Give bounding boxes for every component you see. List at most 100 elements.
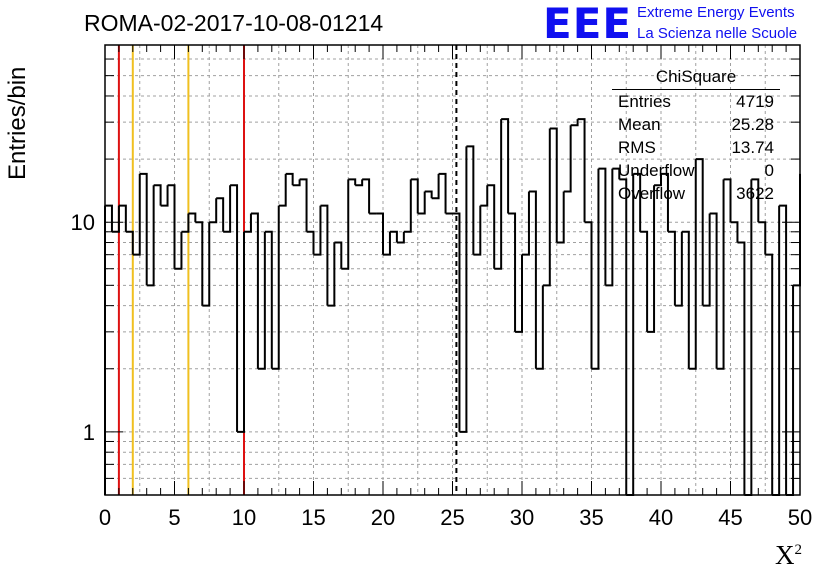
y-tick-label: 1 (83, 420, 95, 445)
histogram-bin (125, 230, 134, 255)
histogram-bin (744, 179, 753, 496)
histogram-bin (244, 213, 252, 233)
histogram-bin (542, 128, 551, 287)
histogram-bin (737, 241, 746, 495)
histogram-bin (765, 253, 774, 495)
histogram-bin (153, 184, 162, 206)
histogram-bin (494, 119, 503, 270)
histogram-bin (174, 231, 183, 270)
histogram-bin (181, 213, 190, 233)
histogram-bin (230, 184, 239, 432)
x-axis-label-superscript: 2 (794, 542, 803, 558)
histogram-bin (577, 118, 586, 223)
histogram-bin (118, 204, 127, 232)
x-tick-label: 20 (371, 505, 395, 530)
plot-title: ROMA-02-2017-10-08-01214 (84, 10, 384, 36)
x-axis-label: X2 (775, 540, 802, 571)
histogram-bin (438, 172, 447, 214)
x-tick-label: 0 (99, 505, 111, 530)
histogram-bin (598, 167, 607, 286)
stats-value: 25.28 (731, 115, 774, 134)
histogram-bin (723, 178, 732, 223)
stats-value: 0 (764, 161, 774, 180)
histogram-bin (730, 221, 739, 243)
histogram-bin (515, 254, 523, 333)
stats-title: ChiSquare (612, 67, 780, 90)
histogram-bin (667, 230, 676, 306)
stats-row-mean: Mean 25.28 (612, 114, 780, 137)
histogram-bin (111, 205, 120, 233)
stats-row-rms: RMS 13.74 (612, 137, 780, 160)
histogram-bin (772, 205, 781, 496)
histogram-bin (556, 191, 565, 244)
histogram-bin (257, 231, 266, 370)
stats-value: 4719 (736, 92, 774, 111)
histogram-bin (341, 179, 350, 270)
stats-value: 3622 (736, 184, 774, 203)
logo-line-1: Extreme Energy Events (637, 4, 795, 21)
histogram-bin (105, 204, 113, 232)
histogram-bin (709, 212, 718, 369)
histogram-bin (779, 204, 788, 495)
stats-box: ChiSquare Entries 4719 Mean 25.28 RMS 13… (612, 67, 780, 206)
histogram-bin (355, 179, 364, 187)
histogram-bin (584, 221, 593, 369)
histogram-bin (619, 178, 628, 495)
histogram-bin (751, 178, 760, 223)
histogram-bin (376, 212, 384, 255)
histogram-bin (209, 198, 218, 224)
y-tick-label: 10 (71, 210, 95, 235)
x-tick-label: 30 (510, 505, 534, 530)
histogram-bin (716, 179, 725, 370)
histogram-bin (132, 173, 141, 256)
histogram-bin (216, 197, 225, 232)
stats-label: Mean (618, 115, 661, 134)
histogram-bin (223, 185, 232, 233)
histogram-bin (591, 168, 600, 370)
histogram-bin (452, 212, 461, 432)
histogram-bin (466, 145, 475, 255)
histogram-bin (313, 205, 322, 256)
histogram-bin (508, 212, 517, 332)
x-tick-label: 35 (579, 505, 603, 530)
histogram-bin (202, 222, 211, 307)
histogram-bin (271, 205, 280, 370)
histogram-bin (250, 212, 259, 369)
x-axis-label-base: X (775, 540, 795, 570)
histogram-bin (570, 119, 579, 127)
histogram-bin (695, 158, 704, 306)
histogram-bin (640, 230, 649, 332)
histogram-bin (681, 230, 690, 369)
histogram-bin (167, 184, 176, 269)
x-tick-label: 50 (788, 505, 812, 530)
histogram-bin (299, 178, 308, 232)
histogram-bin (674, 231, 683, 307)
x-tick-label: 40 (649, 505, 673, 530)
histogram-bin (292, 179, 301, 187)
histogram-bin (528, 190, 537, 369)
histogram-bin (501, 118, 510, 214)
histogram-bin (195, 221, 204, 306)
histogram-bin (786, 285, 795, 496)
histogram-bin (306, 230, 315, 255)
logo-line-2: La Scienza nelle Scuole (637, 25, 798, 42)
histogram-bin (647, 185, 656, 333)
histogram-bin (327, 242, 336, 307)
histogram-bin (160, 185, 169, 207)
histogram-bin (702, 213, 711, 307)
histogram-bin (403, 179, 412, 233)
histogram-bin (264, 230, 273, 369)
histogram-bin (410, 178, 419, 214)
histogram-bin (688, 159, 697, 370)
histogram-bin (605, 168, 614, 287)
histogram-bin (758, 221, 767, 255)
histogram-bin (633, 172, 642, 232)
histogram-bin (563, 125, 572, 193)
x-tick-label: 5 (168, 505, 180, 530)
x-tick-label: 45 (718, 505, 742, 530)
histogram-bin (188, 212, 197, 223)
x-tick-label: 25 (440, 505, 464, 530)
histogram-bin (348, 178, 357, 186)
histogram-bin (473, 205, 482, 256)
histogram-bin (139, 172, 148, 286)
